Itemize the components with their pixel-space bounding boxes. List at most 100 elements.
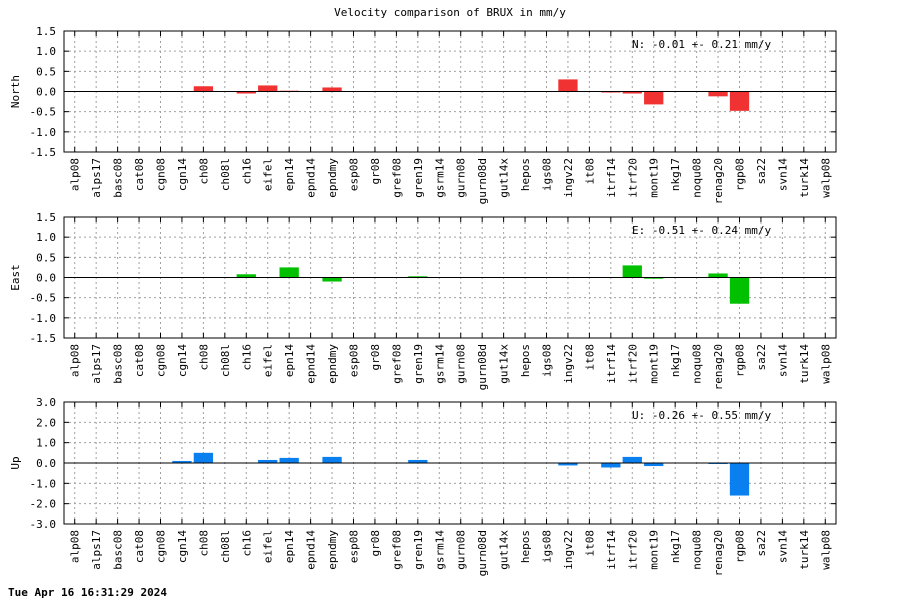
panel-2-bar-ch16 [236, 274, 256, 278]
panel-1-xtick-label-alps17: alps17 [90, 158, 103, 198]
panel-2-xtick-label-ch08: ch08 [197, 344, 210, 371]
panel-2-xtick-label-epndmy: epndmy [326, 344, 339, 384]
panel-3-xtick-label-mont19: mont19 [648, 530, 661, 570]
panel-2-xtick-label-hepos: hepos [519, 344, 532, 377]
panel-1-ylabel: North [9, 75, 22, 108]
panel-3-bar-epndmy [322, 456, 342, 463]
panel-1-xtick-label-alp08: alp08 [69, 158, 82, 191]
panel-1-xtick-label-it08: it08 [583, 158, 596, 185]
panel-1-xtick-label-epnd14: epnd14 [305, 158, 318, 198]
panel-3-xtick-label-noqu08: noqu08 [691, 530, 704, 570]
panel-2-ytick-label: 1.0 [36, 231, 56, 244]
panel-2-xtick-label-gref08: gref08 [390, 344, 403, 384]
panel-2-xtick-label-cgn14: cgn14 [176, 344, 189, 377]
panel-1-xtick-label-svn14: svn14 [776, 158, 789, 191]
panel-3-xtick-label-nkg17: nkg17 [669, 530, 682, 563]
panel-1-xtick-label-cgn14: cgn14 [176, 158, 189, 191]
panel-1-xtick-label-turk14: turk14 [798, 158, 811, 198]
panel-3-xtick-label-itrf14: itrf14 [605, 530, 618, 570]
panel-1-xtick-label-rgp08: rgp08 [734, 158, 747, 191]
panel-3-bar-gren19 [408, 459, 428, 463]
panel-3-ytick-label: -1.0 [30, 477, 57, 490]
panel-3-xtick-label-ingv22: ingv22 [562, 530, 575, 570]
panel-1-xtick-label-sa22: sa22 [755, 158, 768, 185]
panel-1-xtick-label-renag20: renag20 [712, 158, 725, 204]
panel-2-ylabel: East [9, 264, 22, 291]
panel-2-ytick-label: -1.5 [30, 332, 57, 345]
panel-3-bar-ch08 [193, 452, 214, 463]
panel-1-xtick-label-epn14: epn14 [283, 158, 296, 191]
panel-3-ytick-label: 1.0 [36, 437, 56, 450]
panel-1-bar-ingv22 [558, 79, 578, 92]
panel-2-xtick-label-cat08: cat08 [133, 344, 146, 377]
panel-2-xtick-label-walp08: walp08 [819, 344, 832, 384]
panel-3-ytick-label: -3.0 [30, 518, 57, 531]
panel-2-bar-epn14 [279, 267, 299, 278]
panel-3-xtick-label-epnd14: epnd14 [305, 530, 318, 570]
panel-2-xtick-label-gurn08: gurn08 [455, 344, 468, 384]
panel-3-xtick-label-gut14x: gut14x [498, 530, 511, 570]
panel-1-ytick-label: -1.0 [30, 126, 57, 139]
panel-3-ytick-label: -2.0 [30, 498, 57, 511]
panel-3-xtick-label-basc08: basc08 [112, 530, 125, 570]
panel-1-xtick-label-gref08: gref08 [390, 158, 403, 198]
panel-1-xtick-label-epndmy: epndmy [326, 158, 339, 198]
panel-2-xtick-label-alp08: alp08 [69, 344, 82, 377]
panel-2-xtick-label-itrf20: itrf20 [626, 344, 639, 384]
panel-2-annotation: E: -0.51 +- 0.24 mm/y [632, 224, 771, 237]
panel-2-xtick-label-mont19: mont19 [648, 344, 661, 384]
panel-1-xtick-label-noqu08: noqu08 [691, 158, 704, 198]
panel-2-ytick-label: -0.5 [30, 292, 57, 305]
panel-3-bar-cgn14 [172, 460, 192, 463]
panel-3-xtick-label-esp08: esp08 [348, 530, 361, 563]
panel-2-bar-itrf20 [622, 265, 642, 278]
panel-1-xtick-label-itrf20: itrf20 [626, 158, 639, 198]
panel-1-bar-epndmy [322, 87, 342, 92]
panel-1-xtick-label-ch16: ch16 [240, 158, 253, 185]
panel-1-xtick-label-esp08: esp08 [348, 158, 361, 191]
panel-1-bar-eifel [258, 85, 278, 92]
panel-1-bar-renag20 [708, 91, 728, 97]
panel-2-ytick-label: 1.5 [36, 211, 56, 224]
panel-2-xtick-label-ingv22: ingv22 [562, 344, 575, 384]
panel-3-xtick-label-itrf20: itrf20 [626, 530, 639, 570]
panel-2-xtick-label-noqu08: noqu08 [691, 344, 704, 384]
panel-1-bar-itrf20 [622, 91, 642, 94]
panel-2-ytick-label: 0.0 [36, 272, 56, 285]
footer-timestamp: Tue Apr 16 16:31:29 2024 [8, 586, 167, 599]
panel-1-xtick-label-igs08: igs08 [541, 158, 554, 191]
panel-2-xtick-label-sa22: sa22 [755, 344, 768, 371]
panel-3-ytick-label: 3.0 [36, 396, 56, 409]
panel-1-xtick-label-gurn08d: gurn08d [476, 158, 489, 204]
panel-1-bar-ch16 [236, 91, 256, 94]
panel-1-xtick-label-nkg17: nkg17 [669, 158, 682, 191]
panel-3-xtick-label-cat08: cat08 [133, 530, 146, 563]
panel-1-xtick-label-ch08: ch08 [197, 158, 210, 185]
panel-3-xtick-label-cgn14: cgn14 [176, 530, 189, 563]
panel-3-xtick-label-turk14: turk14 [798, 530, 811, 570]
panel-2-bar-rgp08 [729, 277, 750, 304]
panel-3-ytick-label: 0.0 [36, 457, 56, 470]
panel-1-xtick-label-cat08: cat08 [133, 158, 146, 191]
panel-3-xtick-label-sa22: sa22 [755, 530, 768, 557]
panel-3-xtick-label-hepos: hepos [519, 530, 532, 563]
panel-3-ylabel: Up [9, 456, 22, 469]
panel-1-xtick-label-basc08: basc08 [112, 158, 125, 198]
panel-1-ytick-label: 0.5 [36, 65, 56, 78]
panel-2-xtick-label-ch16: ch16 [240, 344, 253, 371]
panel-2-bar-mont19 [644, 277, 664, 279]
panel-1-xtick-label-gren19: gren19 [412, 158, 425, 198]
panel-3-bar-eifel [258, 459, 278, 463]
panel-2-xtick-label-gut14x: gut14x [498, 344, 511, 384]
panel-2-xtick-label-igs08: igs08 [541, 344, 554, 377]
panel-1-ytick-label: 0.0 [36, 86, 56, 99]
panel-3-xtick-label-rgp08: rgp08 [734, 530, 747, 563]
panel-3-xtick-label-gsrm14: gsrm14 [433, 530, 446, 570]
panel-1-ytick-label: 1.0 [36, 45, 56, 58]
panel-2-xtick-label-it08: it08 [583, 344, 596, 371]
panel-3-bar-mont19 [644, 463, 664, 467]
panel-2-xtick-label-gsrm14: gsrm14 [433, 344, 446, 384]
panel-1-xtick-label-gr08: gr08 [369, 158, 382, 185]
panel-1-xtick-label-walp08: walp08 [819, 158, 832, 198]
